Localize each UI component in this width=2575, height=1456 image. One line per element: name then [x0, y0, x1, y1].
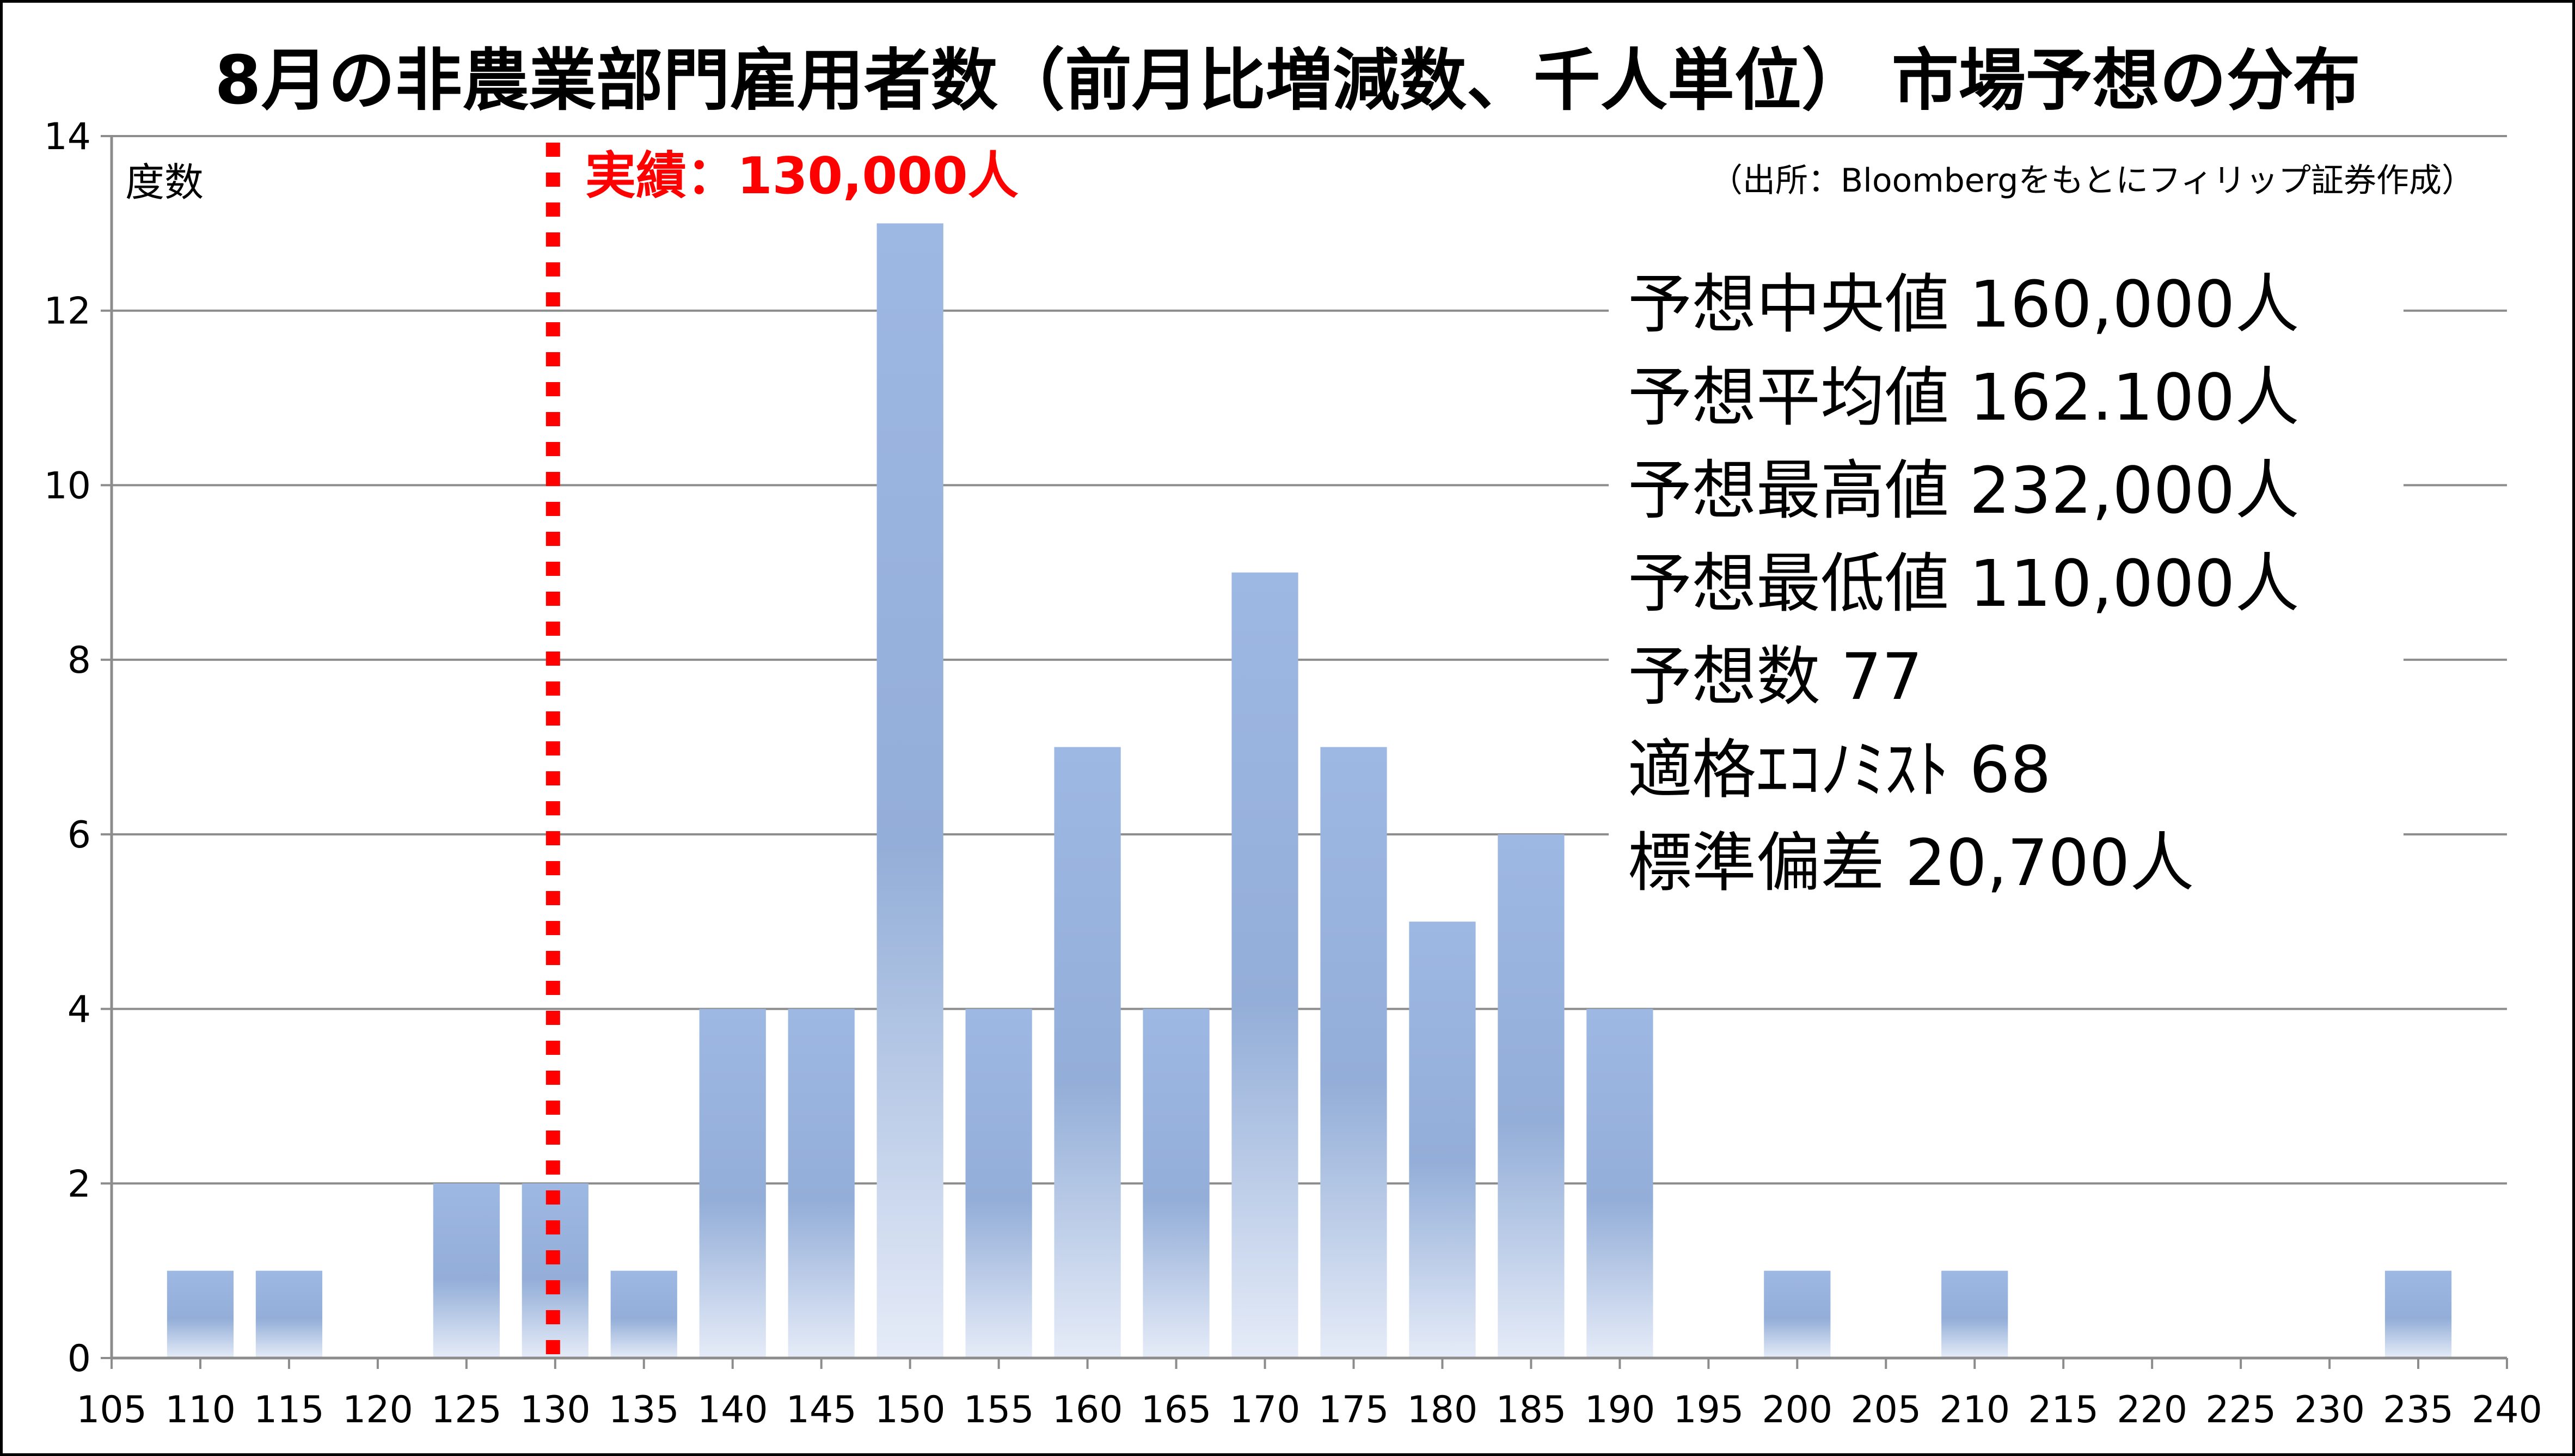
y-tick-label: 14	[44, 115, 91, 158]
x-tick-label: 115	[254, 1389, 324, 1432]
stat-line: 予想中央値 160,000人	[1628, 267, 2299, 342]
bar-175	[1320, 747, 1387, 1358]
bar-110	[167, 1270, 234, 1358]
x-tick-label: 165	[1141, 1389, 1212, 1432]
x-tick-label: 150	[875, 1389, 946, 1432]
bar-235	[2384, 1270, 2452, 1358]
y-tick-label: 8	[68, 639, 91, 682]
x-tick-label: 110	[165, 1389, 236, 1432]
stat-line: 予想最高値 232,000人	[1628, 453, 2299, 528]
x-tick-label: 125	[431, 1389, 502, 1432]
x-tick-label: 240	[2472, 1389, 2542, 1432]
stat-line: 標準偏差 20,700人	[1628, 825, 2194, 900]
stat-line: 適格ｴｺﾉﾐｽﾄ 68	[1628, 732, 2051, 807]
stat-backdrop	[1609, 640, 2404, 719]
stat-backdrop	[1609, 733, 2404, 812]
x-tick-label: 220	[2117, 1389, 2187, 1432]
x-tick-label: 195	[1673, 1389, 1744, 1432]
bar-135	[610, 1270, 677, 1358]
x-tick-label: 225	[2205, 1389, 2276, 1432]
source-note: （出所：Bloombergをもとにフィリップ証券作成）	[1710, 162, 2474, 200]
bar-130	[522, 1183, 588, 1358]
x-tick-label: 235	[2383, 1389, 2454, 1432]
bar-165	[1143, 1009, 1210, 1358]
x-tick-label: 145	[786, 1389, 857, 1432]
x-tick-label: 205	[1850, 1389, 1921, 1432]
bar-155	[965, 1009, 1032, 1358]
bar-125	[433, 1183, 500, 1358]
bar-180	[1409, 921, 1476, 1358]
x-tick-label: 215	[2028, 1389, 2099, 1432]
x-tick-label: 175	[1319, 1389, 1389, 1432]
x-tick-label: 140	[697, 1389, 768, 1432]
stat-backdrop	[1609, 268, 2404, 347]
bar-200	[1764, 1270, 1831, 1358]
y-tick-label: 12	[44, 290, 91, 333]
stat-line: 予想最低値 110,000人	[1628, 546, 2299, 621]
stat-backdrop	[1609, 826, 2404, 905]
x-tick-label: 120	[342, 1389, 413, 1432]
y-axis-label: 度数	[125, 159, 204, 205]
x-tick-label: 210	[1939, 1389, 2010, 1432]
x-tick-label: 170	[1230, 1389, 1301, 1432]
bar-185	[1498, 834, 1565, 1358]
bar-160	[1054, 747, 1121, 1358]
axes	[110, 136, 2507, 1360]
bar-115	[255, 1270, 323, 1358]
actual-value-label: 実績：130,000人	[585, 146, 1019, 205]
stat-backdrop	[1609, 361, 2404, 440]
bar-140	[699, 1009, 766, 1358]
x-tick-label: 155	[964, 1389, 1034, 1432]
x-tick-label: 185	[1496, 1389, 1567, 1432]
bar-170	[1231, 572, 1298, 1358]
y-tick-label: 2	[68, 1163, 91, 1206]
stat-backdrop	[1609, 547, 2404, 626]
x-tick-label: 130	[520, 1389, 591, 1432]
x-tick-label: 230	[2294, 1389, 2365, 1432]
y-tick-label: 4	[68, 988, 91, 1031]
bar-210	[1941, 1270, 2008, 1358]
x-tick-label: 200	[1762, 1389, 1832, 1432]
y-tick-label: 0	[68, 1337, 91, 1380]
x-tick-label: 160	[1052, 1389, 1123, 1432]
x-tick-labels: 105 110 115 120 125 130 135 140 145 150 155 160 165 1…	[76, 1358, 2542, 1432]
x-tick-label: 105	[76, 1389, 147, 1432]
bars	[167, 223, 2452, 1358]
x-tick-label: 180	[1407, 1389, 1478, 1432]
x-tick-label: 135	[609, 1389, 679, 1432]
chart-title: 8月の非農業部門雇用者数（前月比増減数、千人単位） 市場予想の分布	[214, 42, 2360, 120]
x-tick-label: 190	[1584, 1389, 1655, 1432]
y-tick-label: 6	[68, 814, 91, 857]
y-tick-labels: 0 2 4 6 8 10 12 14	[44, 115, 112, 1380]
bar-150	[876, 223, 943, 1358]
stat-backdrop	[1609, 454, 2404, 533]
bar-145	[788, 1009, 855, 1358]
stat-line: 予想数 77	[1628, 639, 1923, 714]
stat-line: 予想平均値 162.100人	[1628, 360, 2299, 435]
y-tick-label: 10	[44, 464, 91, 507]
bar-190	[1586, 1009, 1653, 1358]
